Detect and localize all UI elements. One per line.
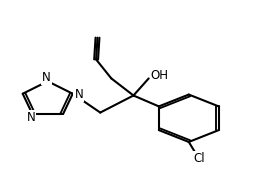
Text: Cl: Cl — [193, 152, 205, 165]
Text: N: N — [75, 88, 83, 101]
Text: N: N — [26, 111, 35, 124]
Text: OH: OH — [151, 69, 169, 82]
Text: N: N — [42, 71, 51, 84]
